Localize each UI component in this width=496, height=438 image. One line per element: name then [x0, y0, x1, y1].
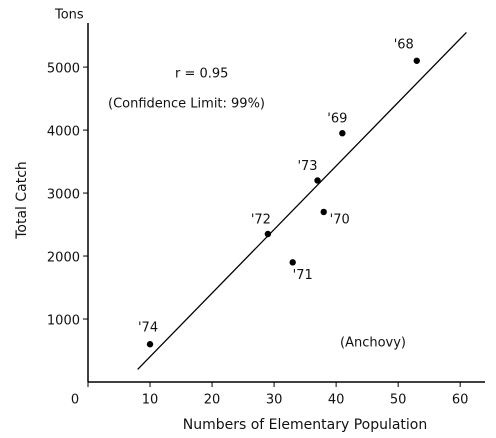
x-tick-label: 50	[390, 393, 407, 408]
y-tick-label: 5000	[47, 62, 80, 77]
point	[146, 341, 154, 348]
point-label: '73	[297, 159, 317, 174]
x-tick-label: 0	[71, 393, 79, 408]
x-tick-label: 30	[266, 393, 283, 408]
x-tick-label: 40	[328, 393, 345, 408]
annotation: (Confidence Limit: 99%)	[108, 97, 265, 112]
point-label: '72	[251, 212, 271, 227]
y-axis-label: Total Catch	[14, 161, 30, 240]
x-tick-label: 60	[452, 393, 469, 408]
point-label: '70	[330, 212, 350, 227]
unit-label: Tons	[54, 8, 84, 23]
point	[339, 130, 346, 137]
point-label: '71	[293, 268, 313, 283]
y-tick-label: 3000	[47, 188, 80, 203]
annotation: (Anchovy)	[340, 336, 406, 351]
point-label: '68	[394, 37, 414, 52]
x-axis-label: Numbers of Elementary Population	[183, 417, 428, 433]
point	[314, 177, 321, 184]
annotation: r = 0.95	[175, 67, 228, 82]
y-tick-label: 1000	[47, 314, 80, 329]
x-tick-label: 20	[204, 393, 221, 408]
point-label: '69	[327, 112, 347, 127]
y-tick-label: 4000	[47, 125, 80, 140]
x-tick-label: 10	[142, 393, 159, 408]
point	[320, 208, 327, 216]
fit-line	[137, 31, 467, 370]
point	[289, 259, 296, 266]
point	[413, 57, 420, 64]
point	[264, 230, 272, 238]
y-tick-label: 2000	[47, 251, 80, 266]
point-label: '74	[138, 321, 158, 336]
